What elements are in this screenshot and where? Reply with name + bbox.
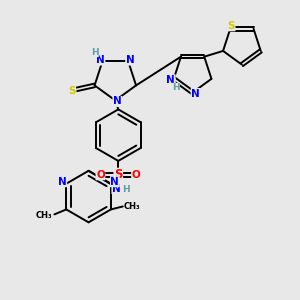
Text: H: H [91, 48, 98, 57]
Text: S: S [114, 168, 122, 181]
Text: N: N [112, 184, 121, 194]
Text: N: N [167, 75, 175, 85]
Text: N: N [191, 88, 200, 98]
Text: CH₃: CH₃ [36, 211, 52, 220]
Text: O: O [132, 170, 140, 180]
Text: H: H [122, 185, 130, 194]
Text: N: N [110, 177, 119, 187]
Text: CH₃: CH₃ [124, 202, 140, 211]
Text: N: N [113, 97, 122, 106]
Text: S: S [68, 86, 76, 96]
Text: S: S [227, 21, 235, 31]
Text: N: N [126, 55, 134, 65]
Text: H: H [172, 83, 180, 92]
Text: N: N [96, 55, 105, 65]
Text: O: O [96, 170, 105, 180]
Text: N: N [58, 177, 67, 187]
